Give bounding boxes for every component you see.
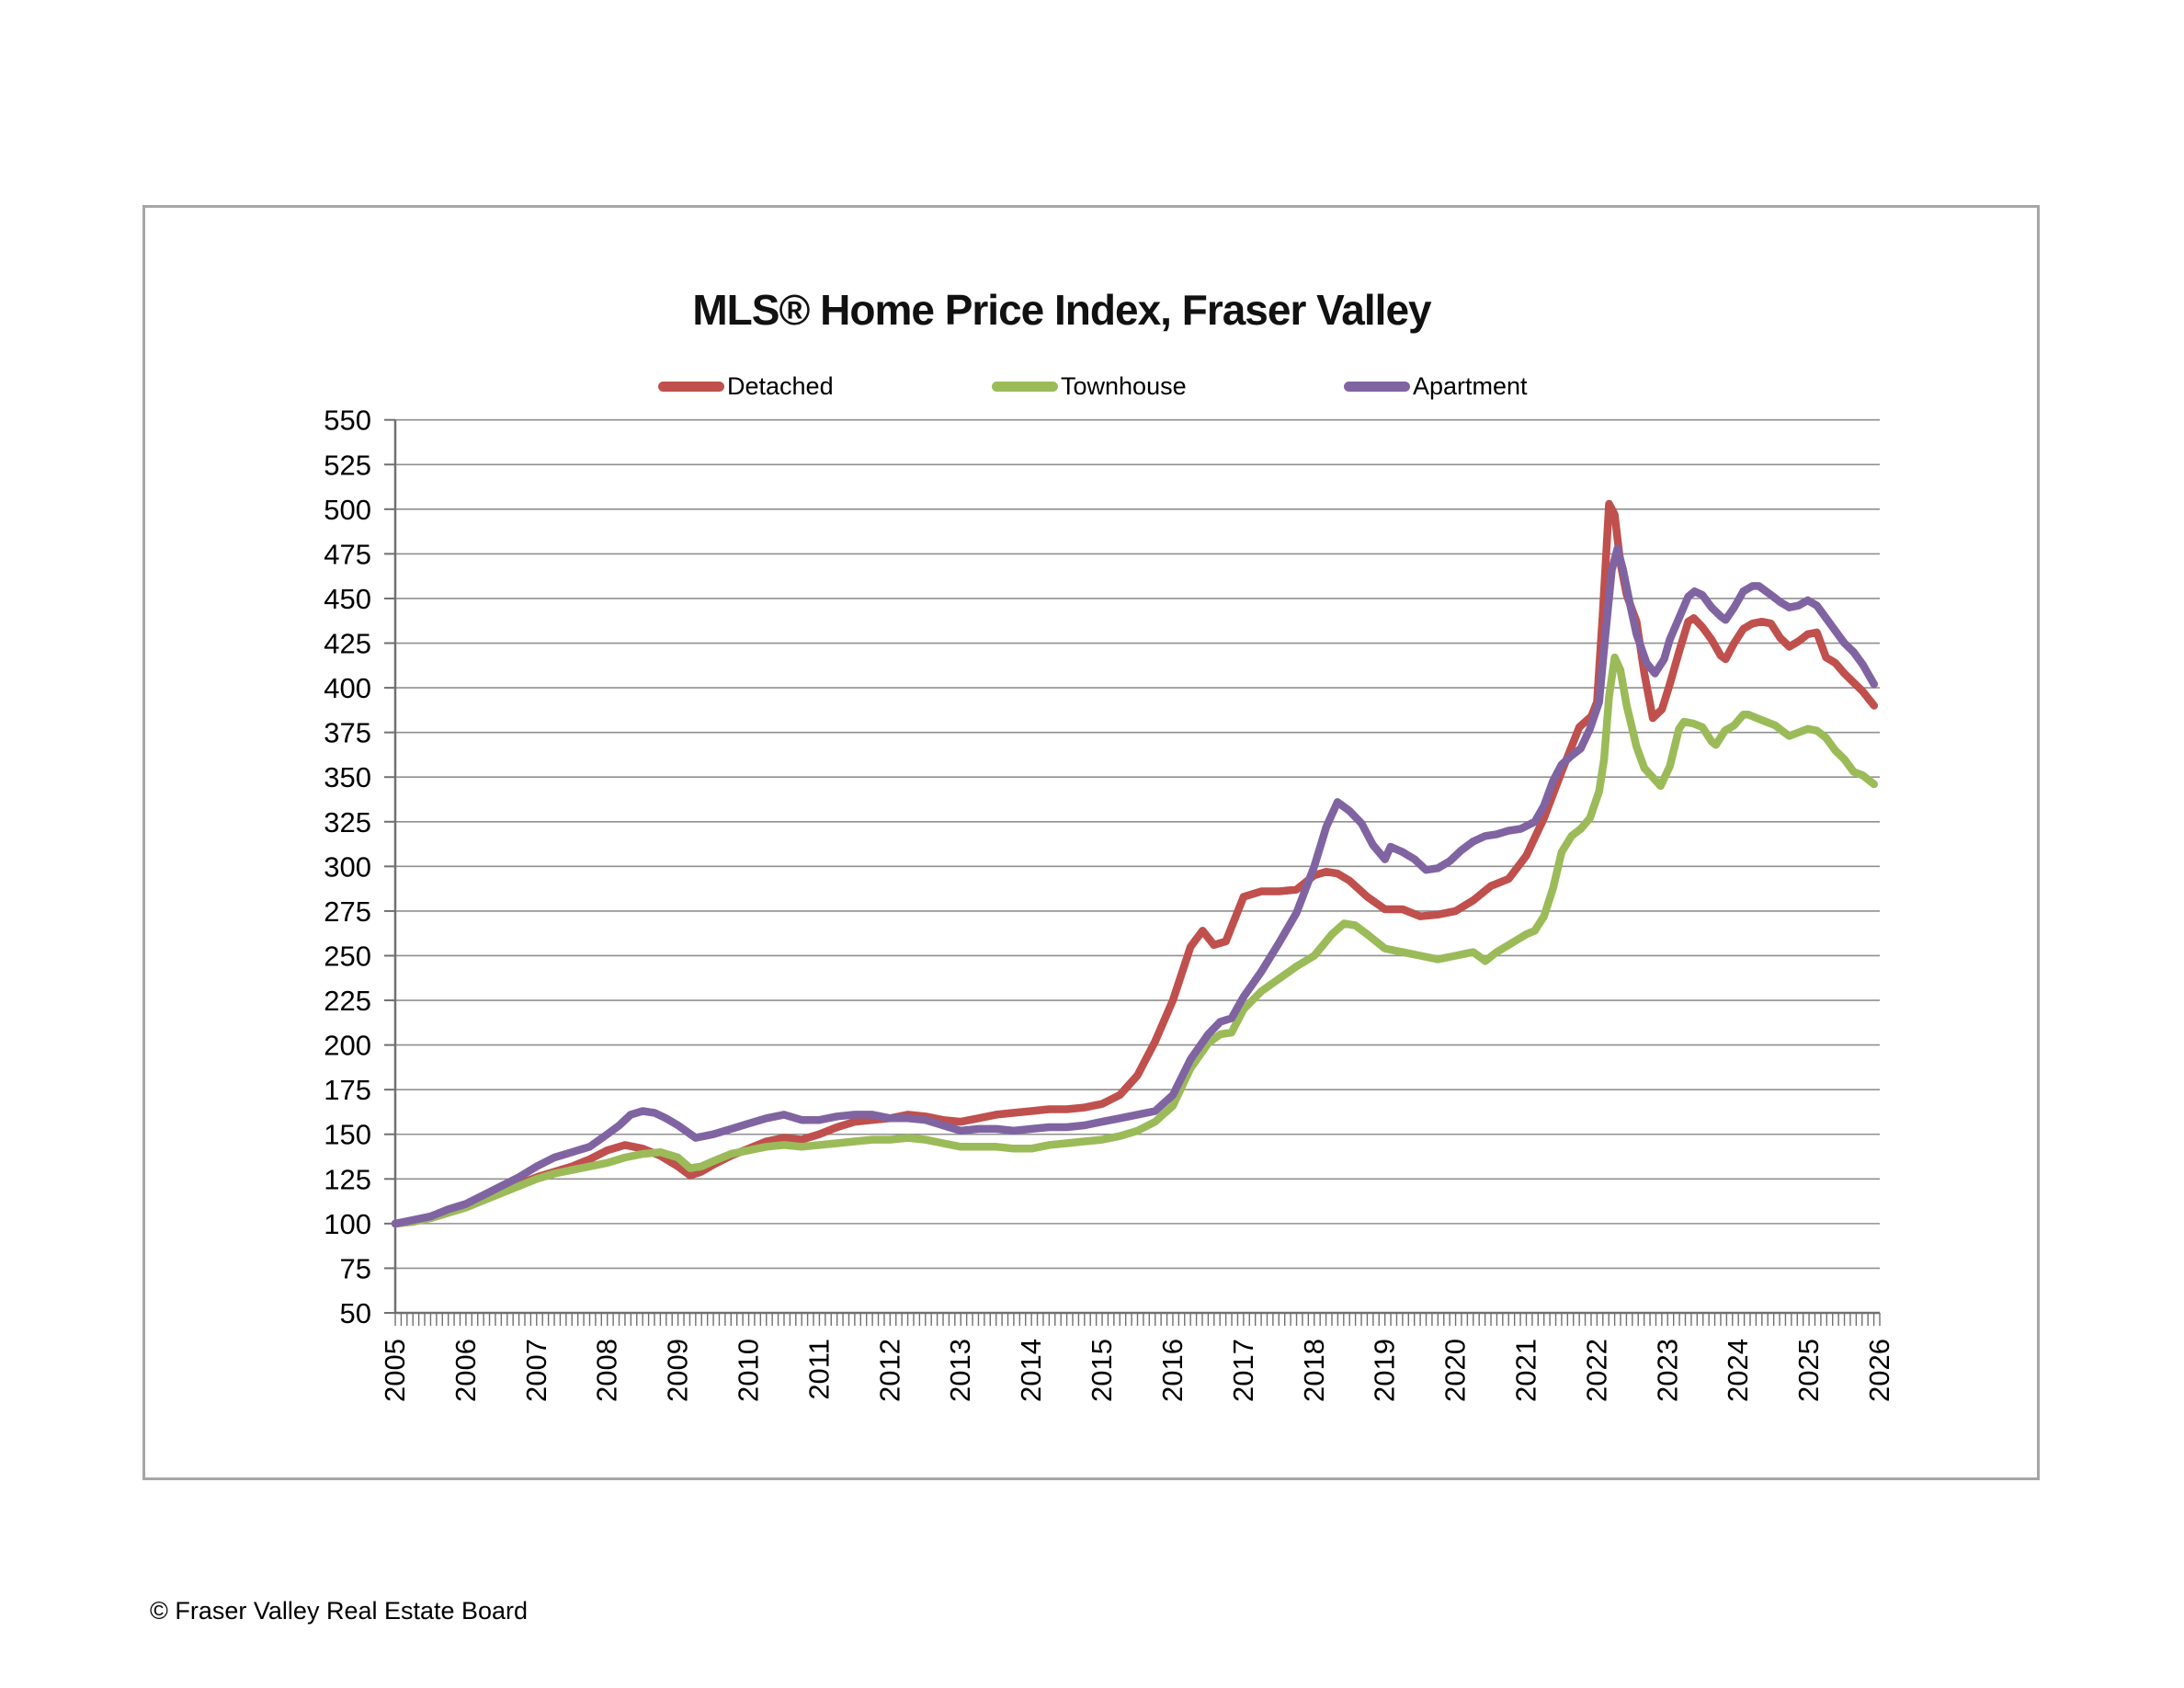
y-tick-label: 475: [324, 538, 371, 570]
x-tick-label: 2006: [449, 1339, 482, 1402]
apartment-line-swatch-icon: [1344, 381, 1410, 392]
x-tick-label: 2023: [1651, 1339, 1683, 1402]
y-tick-label: 450: [324, 583, 371, 615]
x-tick-label: 2011: [802, 1339, 835, 1400]
y-tick-label: 125: [324, 1163, 371, 1195]
x-tick-label: 2020: [1439, 1339, 1472, 1402]
detached-line-swatch-icon: [658, 381, 724, 392]
y-tick-label: 425: [324, 628, 371, 660]
legend-item-townhouse: Townhouse: [992, 371, 1187, 402]
x-tick-label: 2015: [1086, 1339, 1118, 1402]
y-tick-label: 350: [324, 761, 371, 793]
x-tick-label: 2018: [1298, 1339, 1330, 1402]
x-tick-label: 2022: [1580, 1339, 1612, 1402]
y-tick-label: 75: [340, 1252, 371, 1284]
x-tick-label: 2026: [1863, 1339, 1895, 1402]
chart-title: MLS® Home Price Index, Fraser Valley: [692, 286, 1431, 334]
y-tick-label: 325: [324, 806, 371, 838]
x-tick-label: 2005: [379, 1339, 411, 1402]
series-line-apartment: [391, 544, 1879, 1228]
y-tick-label: 200: [324, 1030, 371, 1062]
legend-item-apartment: Apartment: [1344, 371, 1528, 402]
x-tick-label: 2025: [1792, 1339, 1825, 1402]
x-tick-label: 2009: [662, 1339, 694, 1402]
y-tick-label: 550: [324, 405, 371, 437]
x-tick-label: 2012: [873, 1339, 905, 1402]
y-tick-label: 50: [340, 1297, 371, 1329]
legend-label-townhouse: Townhouse: [1061, 371, 1187, 400]
legend-label-detached: Detached: [727, 371, 834, 400]
y-tick-label: 250: [324, 940, 371, 972]
x-tick-label: 2008: [591, 1339, 623, 1402]
y-tick-label: 225: [324, 985, 371, 1017]
x-tick-label: 2007: [520, 1339, 552, 1402]
x-tick-label: 2019: [1369, 1339, 1401, 1402]
x-tick-label: 2021: [1509, 1339, 1541, 1402]
series-line-detached: [391, 499, 1879, 1228]
x-tick-label: 2014: [1015, 1339, 1047, 1402]
x-tick-label: 2024: [1722, 1339, 1754, 1402]
y-tick-label: 400: [324, 672, 371, 704]
y-tick-label: 100: [324, 1208, 371, 1240]
x-tick-label: 2017: [1227, 1339, 1259, 1402]
copyright-text: © Fraser Valley Real Estate Board: [150, 1597, 529, 1625]
y-tick-label: 150: [324, 1119, 371, 1151]
y-tick-label: 375: [324, 717, 371, 749]
chart-legend: Detached Townhouse Apartment: [0, 371, 2184, 402]
x-tick-label: 2016: [1156, 1339, 1189, 1402]
legend-label-apartment: Apartment: [1413, 371, 1528, 400]
y-tick-label: 175: [324, 1074, 371, 1106]
x-tick-label: 2013: [944, 1339, 976, 1402]
x-tick-label: 2010: [733, 1339, 765, 1402]
y-tick-label: 275: [324, 895, 371, 928]
legend-item-detached: Detached: [658, 371, 834, 402]
townhouse-line-swatch-icon: [992, 381, 1058, 392]
y-tick-label: 500: [324, 494, 371, 526]
y-tick-label: 525: [324, 449, 371, 481]
y-tick-label: 300: [324, 850, 371, 883]
series-line-townhouse: [391, 653, 1879, 1228]
